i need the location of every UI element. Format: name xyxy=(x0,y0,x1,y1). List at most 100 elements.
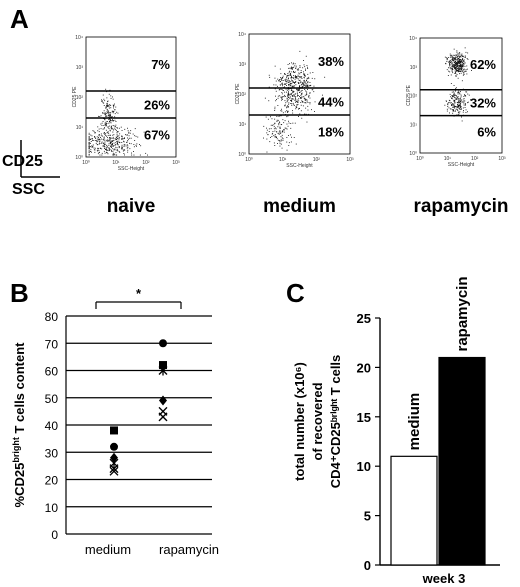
event-dot xyxy=(107,140,109,142)
event-dot xyxy=(113,110,115,112)
event-dot xyxy=(106,140,108,142)
event-dot xyxy=(295,81,296,83)
event-dot xyxy=(455,75,457,76)
event-dot xyxy=(452,65,454,66)
event-dot xyxy=(286,116,288,118)
event-dot xyxy=(296,76,298,77)
event-dot xyxy=(300,94,302,96)
event-dot xyxy=(459,63,461,64)
event-dot xyxy=(465,103,466,105)
event-dot xyxy=(98,115,99,117)
event-dot xyxy=(460,69,462,71)
event-dot xyxy=(278,80,279,82)
event-dot xyxy=(450,62,451,63)
event-dot xyxy=(453,93,455,95)
event-dot xyxy=(459,59,461,61)
event-dot xyxy=(281,98,283,99)
event-dot xyxy=(458,62,459,64)
event-dot xyxy=(457,77,459,79)
event-dot xyxy=(295,93,296,95)
event-dot xyxy=(106,139,108,141)
event-dot xyxy=(106,132,108,134)
event-dot xyxy=(289,93,291,95)
y-tick-label: 10¹ xyxy=(239,122,247,128)
event-dot xyxy=(302,105,304,107)
event-dot xyxy=(88,141,90,143)
event-dot xyxy=(455,58,457,60)
event-dot xyxy=(309,85,310,87)
y-axis-small-title: CD25 PE xyxy=(72,86,78,108)
event-dot xyxy=(127,146,129,148)
event-dot xyxy=(305,94,307,96)
event-dot xyxy=(97,144,99,146)
event-dot xyxy=(269,76,271,78)
event-dot xyxy=(295,98,297,100)
event-dot xyxy=(139,154,141,156)
event-dot xyxy=(286,106,288,108)
event-dot xyxy=(294,63,296,65)
event-dot xyxy=(451,55,453,57)
y-tick-label: 80 xyxy=(45,310,59,324)
event-dot xyxy=(88,147,90,149)
event-dot xyxy=(267,118,269,120)
event-dot xyxy=(286,110,288,112)
event-dot xyxy=(282,80,284,81)
event-dot xyxy=(103,138,105,140)
event-dot xyxy=(294,122,296,124)
event-dot xyxy=(98,137,99,138)
event-dot xyxy=(114,116,116,118)
event-dot xyxy=(279,89,281,90)
event-dot xyxy=(456,54,458,56)
event-dot xyxy=(290,83,292,85)
event-dot xyxy=(128,138,129,140)
y-tick-label: 10 xyxy=(357,459,371,474)
event-dot xyxy=(287,106,289,108)
event-dot xyxy=(136,145,137,147)
event-dot xyxy=(281,99,283,100)
event-dot xyxy=(286,141,288,143)
event-dot xyxy=(125,134,126,136)
event-dot xyxy=(295,100,297,102)
event-dot xyxy=(281,77,283,79)
event-dot xyxy=(94,136,96,138)
event-dot xyxy=(109,118,110,120)
event-dot xyxy=(289,84,291,86)
event-dot xyxy=(276,99,277,100)
y-tick-label: 15 xyxy=(357,410,371,425)
event-dot xyxy=(459,111,461,113)
event-dot xyxy=(104,141,106,143)
event-dot xyxy=(126,144,128,146)
event-dot xyxy=(106,103,108,105)
event-dot xyxy=(130,137,132,139)
event-dot xyxy=(457,71,459,73)
event-dot xyxy=(460,65,462,67)
event-dot xyxy=(456,96,458,98)
tri-stroke xyxy=(158,406,168,416)
event-dot xyxy=(454,97,455,99)
event-dot xyxy=(110,112,112,114)
event-dot xyxy=(292,80,294,82)
event-dot xyxy=(287,79,289,81)
event-dot xyxy=(98,151,100,153)
plot-frame xyxy=(85,36,177,158)
event-dot xyxy=(287,125,289,127)
event-dot xyxy=(98,128,100,130)
event-dot xyxy=(298,98,299,100)
y-tick-label: 70 xyxy=(45,337,59,351)
event-dot xyxy=(123,138,125,139)
x-tick-label: 10¹ xyxy=(444,156,452,162)
event-dot xyxy=(457,70,459,71)
event-dot xyxy=(449,63,451,65)
event-dot xyxy=(291,66,292,68)
y-axis-title-part: %CD25 xyxy=(12,463,27,508)
event-dot xyxy=(127,149,129,151)
event-dot xyxy=(459,104,461,106)
event-dot xyxy=(449,108,451,110)
event-dot xyxy=(289,85,291,87)
event-dot xyxy=(112,154,114,156)
point-star xyxy=(109,458,119,469)
event-dot xyxy=(116,111,118,113)
event-dot xyxy=(118,137,120,139)
event-dot xyxy=(277,95,279,97)
y-tick-label: 10¹ xyxy=(76,125,84,131)
